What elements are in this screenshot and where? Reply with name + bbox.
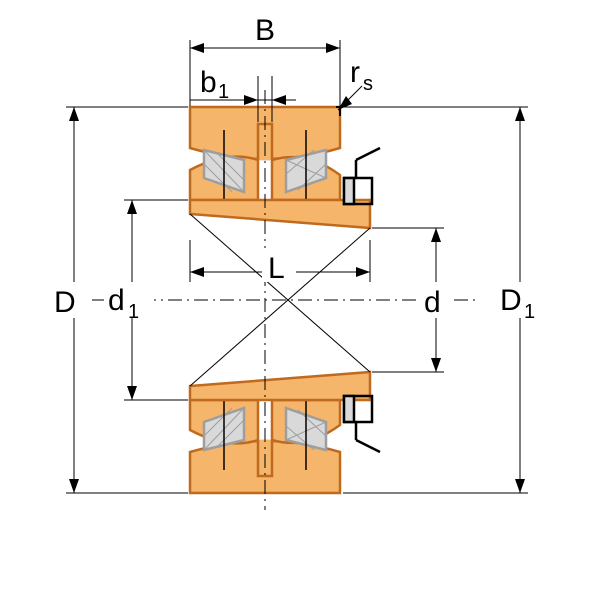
- label-rs: r: [350, 56, 360, 89]
- label-D: D: [54, 286, 76, 319]
- label-B: B: [255, 14, 275, 47]
- label-D1: D: [500, 284, 522, 317]
- label-b1: b: [200, 66, 217, 99]
- label-D1-sub: 1: [524, 301, 535, 323]
- label-d1-sub: 1: [128, 301, 139, 323]
- label-rs-sub: s: [363, 73, 373, 95]
- label-d: d: [424, 286, 441, 319]
- dimension-L: L: [190, 240, 370, 285]
- label-b1-sub: 1: [218, 81, 229, 103]
- label-d1: d: [108, 284, 125, 317]
- label-L: L: [268, 252, 285, 285]
- dimension-rs: r s: [338, 56, 373, 110]
